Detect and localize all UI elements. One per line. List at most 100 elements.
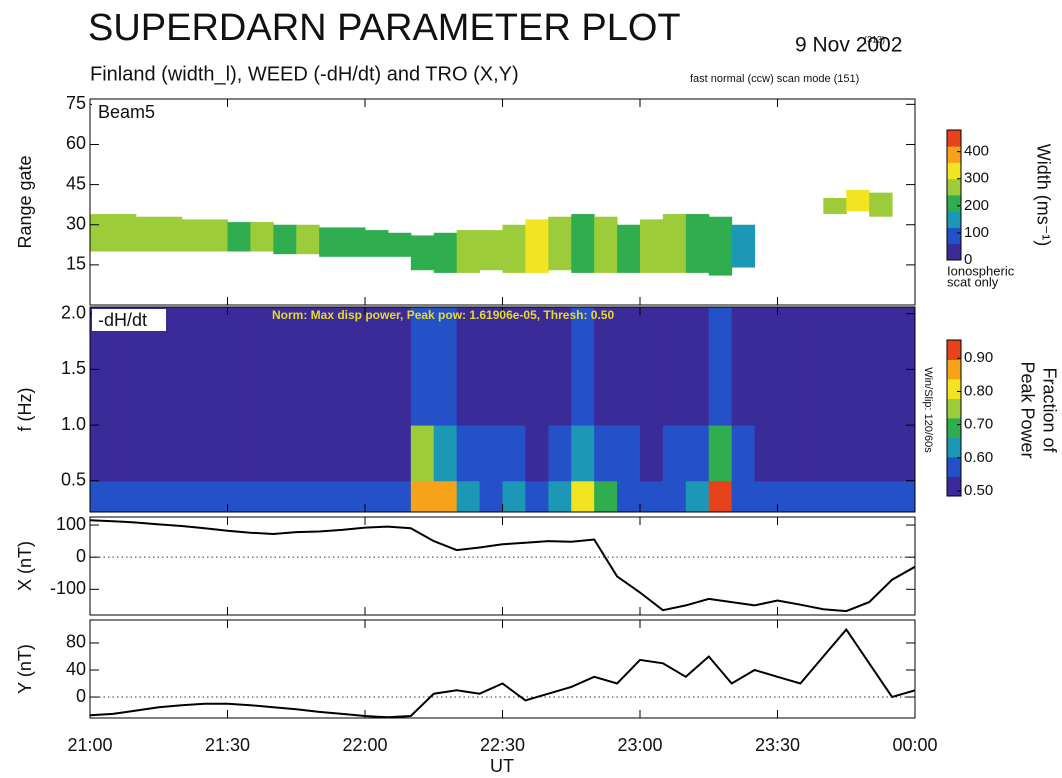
colorbar-swatch	[947, 473, 961, 477]
colorbar-swatch	[947, 165, 961, 169]
power-cell	[869, 307, 893, 426]
y-tick-label: 2.0	[61, 302, 86, 322]
colorbar-swatch	[947, 192, 961, 196]
colorbar-swatch	[947, 181, 961, 185]
colorbar-swatch	[947, 395, 961, 399]
power-cell	[640, 307, 664, 426]
echo-cell	[640, 219, 664, 273]
power-cell	[662, 480, 687, 512]
colorbar-swatch	[947, 457, 961, 461]
colorbar-swatch	[947, 203, 961, 207]
power-cell	[433, 425, 458, 482]
colorbar-swatch	[947, 241, 961, 245]
power-cell	[296, 480, 320, 512]
echo-cell	[846, 189, 870, 212]
power-cell	[433, 307, 458, 426]
y-tick-label: 40	[66, 659, 86, 679]
power-cell	[181, 480, 206, 512]
echo-cell	[823, 197, 847, 215]
echo-cell	[273, 224, 297, 255]
colorbar-swatch	[947, 184, 961, 188]
colorbar-swatch	[947, 466, 961, 471]
power-cell	[365, 425, 389, 482]
power-cell	[158, 480, 183, 512]
power-cell	[823, 425, 847, 482]
y-axis-label: Y (nT)	[15, 644, 35, 694]
colorbar-tick-label: 200	[964, 197, 989, 214]
echo-cell	[296, 224, 320, 255]
power-cell	[800, 480, 824, 512]
power-cell	[319, 307, 343, 426]
power-cell	[892, 480, 915, 512]
colorbar-swatch	[947, 178, 961, 182]
panel-label: -dH/dt	[98, 310, 147, 330]
colorbar-tick-label: 0.80	[964, 382, 993, 399]
echo-cell	[869, 192, 893, 217]
colorbar-swatch	[947, 418, 961, 422]
colorbar-label: Peak Power	[1017, 361, 1037, 458]
colorbar-swatch	[947, 173, 961, 177]
colorbar-swatch	[947, 146, 961, 150]
colorbar-swatch	[947, 401, 961, 406]
x-tick-label: 22:30	[480, 735, 525, 755]
colorbar-swatch	[947, 489, 961, 494]
colorbar-note: Ionospheric	[947, 263, 1015, 278]
data-line	[90, 627, 915, 718]
echo-cell	[204, 219, 228, 252]
power-cell	[158, 307, 183, 426]
colorbar-swatch	[947, 427, 961, 432]
power-cell	[640, 425, 664, 482]
y-tick-label: 80	[66, 632, 86, 652]
colorbar-swatch	[947, 476, 961, 481]
colorbar-swatch	[947, 222, 961, 226]
power-cell	[365, 480, 389, 512]
echo-cell	[135, 216, 160, 252]
power-cell	[662, 307, 687, 426]
colorbar-swatch	[947, 421, 961, 425]
power-cell	[548, 480, 572, 512]
power-cell	[479, 425, 503, 482]
y-axis-label: Range gate	[15, 155, 35, 248]
colorbar-swatch	[947, 135, 961, 139]
power-cell	[342, 480, 366, 512]
colorbar-swatch	[947, 450, 961, 455]
power-cell	[777, 307, 801, 426]
y-tick-label: 15	[66, 254, 86, 274]
colorbar-swatch	[947, 211, 961, 215]
echo-cell	[90, 214, 114, 252]
power-cell	[250, 307, 274, 426]
colorbar-tick-label: 400	[964, 143, 989, 160]
colorbar-swatch	[947, 189, 961, 193]
power-cell	[617, 307, 641, 426]
colorbar-swatch	[947, 359, 961, 364]
colorbar-swatch	[947, 470, 961, 474]
power-cell	[387, 480, 412, 512]
colorbar-note: scat only	[947, 274, 999, 289]
power-cell	[869, 425, 893, 482]
colorbar-swatch	[947, 340, 961, 344]
power-cell	[410, 425, 435, 482]
power-cell	[640, 480, 664, 512]
power-cell	[617, 425, 641, 482]
colorbar-swatch	[947, 195, 961, 199]
colorbar-swatch	[947, 349, 961, 354]
echo-cell	[456, 230, 481, 273]
power-cell	[800, 307, 824, 426]
power-cell	[892, 307, 915, 426]
colorbar-swatch	[947, 157, 961, 161]
power-cell	[685, 425, 710, 482]
colorbar-swatch	[947, 132, 961, 136]
y-axis-label: f (Hz)	[15, 388, 35, 432]
y-tick-label: 45	[66, 173, 86, 193]
power-cell	[800, 425, 824, 482]
colorbar-tick-label: 0.70	[964, 416, 993, 433]
power-cell	[135, 307, 160, 426]
x-tick-label: 23:30	[755, 735, 800, 755]
panel-label-box	[92, 309, 166, 331]
power-cell	[662, 425, 687, 482]
y-tick-label: 1.5	[61, 358, 86, 378]
side-note: Win/Slip: 120/60s	[922, 367, 934, 453]
colorbar-swatch	[947, 463, 961, 468]
y-tick-label: 0.5	[61, 470, 86, 490]
